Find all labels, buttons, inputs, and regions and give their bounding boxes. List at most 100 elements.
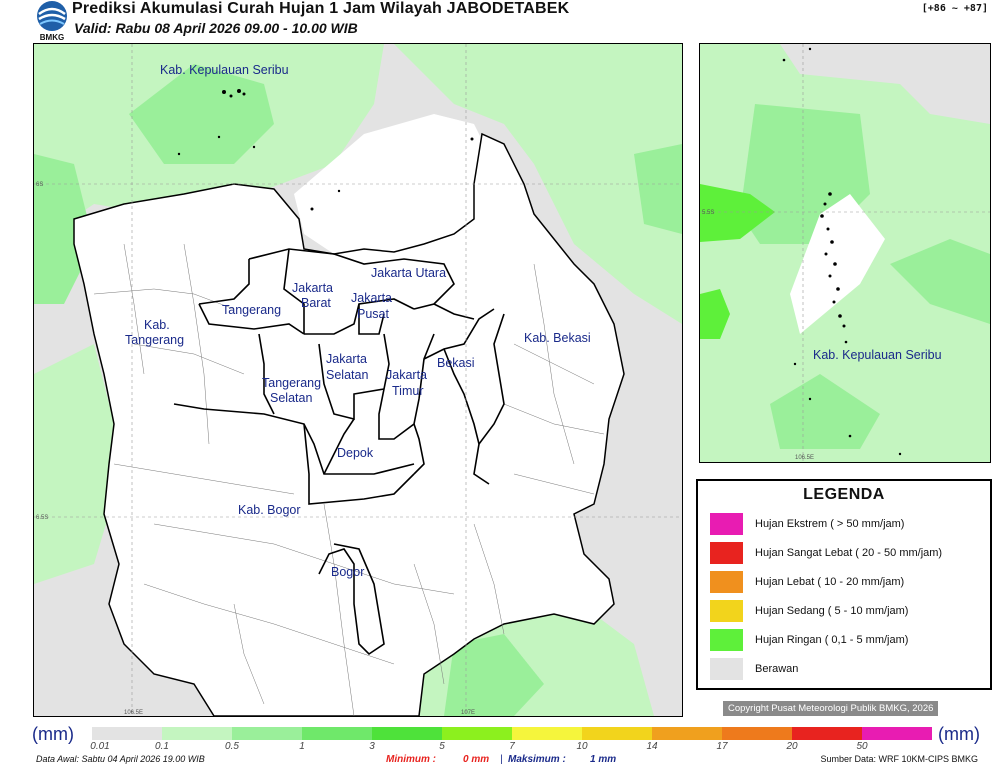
legend-label: Hujan Lebat ( 10 - 20 mm/jam) (755, 576, 905, 588)
label-depok: Depok (337, 446, 374, 460)
svg-text:Jakarta: Jakarta (351, 291, 392, 305)
data-awal: Data Awal: Sabtu 04 April 2026 19.00 WIB (36, 754, 205, 764)
svg-text:Bekasi: Bekasi (437, 356, 475, 370)
legend-label: Hujan Ringan ( 0,1 - 5 mm/jam) (755, 634, 909, 646)
svg-text:Kab.: Kab. (144, 318, 170, 332)
svg-text:Tangerang: Tangerang (125, 333, 184, 347)
legend-title: LEGENDA (803, 486, 885, 503)
svg-text:Jakarta: Jakarta (292, 281, 333, 295)
svg-text:Depok: Depok (337, 446, 374, 460)
rain-area-ringan (700, 289, 730, 339)
colorbar-label: 1 (299, 741, 305, 752)
colorbar-segment (302, 727, 372, 740)
colorbar-segment (92, 727, 162, 740)
svg-text:Jakarta Utara: Jakarta Utara (371, 266, 446, 280)
legend-swatch (710, 600, 743, 622)
graticule (700, 44, 990, 462)
colorbar-label: 0.5 (225, 741, 239, 752)
inset-label-kab-kepulauan-seribu: Kab. Kepulauan Seribu (813, 348, 942, 362)
label-tangerang-selatan-1: Tangerang (262, 376, 321, 390)
data-source: Sumber Data: WRF 10KM-CIPS BMKG (820, 754, 978, 764)
legend-swatch (710, 513, 743, 535)
legend-label: Hujan Ekstrem ( > 50 mm/jam) (755, 518, 905, 530)
colorbar-segment (792, 727, 862, 740)
rain-area-medium (890, 239, 990, 324)
minmax-separator: | (500, 754, 503, 765)
valid-period: Valid: Rabu 08 April 2026 09.00 - 10.00 … (74, 20, 358, 36)
svg-text:Tangerang: Tangerang (222, 303, 281, 317)
rain-area-medium (444, 634, 544, 716)
label-jakarta-pusat-1: Jakarta (351, 291, 392, 305)
legend-item-berawan: Berawan (710, 658, 798, 680)
colorbar-segment (652, 727, 722, 740)
label-jakarta-utara: Jakarta Utara (371, 266, 446, 280)
legend-item-sangat-lebat: Hujan Sangat Lebat ( 20 - 50 mm/jam) (710, 542, 942, 564)
colorbar-labels: 0.01 0.1 0.5 1 3 5 7 10 14 17 20 50 (90, 741, 932, 753)
colorbar-label: 0.1 (155, 741, 169, 752)
legend-label: Hujan Sedang ( 5 - 10 mm/jam) (755, 605, 909, 617)
clear-area (790, 194, 885, 334)
colorbar-segment (862, 727, 932, 740)
inset-lat-tick: 5.5S (702, 210, 714, 216)
label-jakarta-barat-2: Barat (301, 296, 331, 310)
colorbar-segment (722, 727, 792, 740)
admin-boundaries (173, 248, 505, 656)
colorbar-label: 0.01 (90, 741, 110, 752)
label-jakarta-barat-1: Jakarta (292, 281, 333, 295)
inset-map[interactable]: Kab. Kepulauan Seribu 5.5S 106.5E (699, 43, 991, 463)
legend-swatch (710, 571, 743, 593)
label-tangerang: Tangerang (222, 303, 281, 317)
label-jakarta-timur-1: Jakarta (386, 368, 427, 382)
rain-area-ringan (700, 184, 775, 242)
colorbar-segment (232, 727, 302, 740)
rain-area-medium (770, 374, 880, 449)
rain-area-light (394, 44, 682, 324)
label-kab-bekasi: Kab. Bekasi (524, 331, 591, 345)
colorbar-label: 5 (439, 741, 445, 752)
bmkg-logo-icon (37, 1, 67, 31)
colorbar-label: 17 (716, 741, 728, 752)
colorbar-label: 3 (369, 741, 375, 752)
rain-area-light (34, 344, 124, 584)
svg-text:Pusat: Pusat (357, 307, 389, 321)
islands (782, 47, 902, 456)
district-boundaries (93, 243, 605, 716)
maximum-label: Maksimum : (508, 754, 566, 765)
colorbar-segment (582, 727, 652, 740)
forecast-code: [+86 ~ +87] (921, 3, 988, 14)
colorbar-segment (512, 727, 582, 740)
main-map[interactable]: Kab. Kepulauan Seribu Jakarta Utara Jaka… (33, 43, 683, 717)
label-bekasi: Bekasi (437, 356, 475, 370)
svg-text:Jakarta: Jakarta (326, 352, 367, 366)
inset-lon-tick: 106.5E (795, 455, 814, 461)
svg-text:Kab. Bekasi: Kab. Bekasi (524, 331, 591, 345)
svg-text:Kab. Bogor: Kab. Bogor (238, 503, 301, 517)
legend-swatch (710, 629, 743, 651)
label-kab-tangerang-1: Kab. (144, 318, 170, 332)
colorbar-label: 10 (576, 741, 588, 752)
lat-tick-6-5s: 6.5S (36, 515, 48, 521)
colorbar-label: 7 (509, 741, 515, 752)
label-kab-bogor: Kab. Bogor (238, 503, 301, 517)
legend-item-sedang: Hujan Sedang ( 5 - 10 mm/jam) (710, 600, 908, 622)
colorbar-segment (372, 727, 442, 740)
svg-text:Selatan: Selatan (326, 368, 368, 382)
colorbar-segment (162, 727, 232, 740)
lon-tick-107e: 107E (461, 710, 475, 716)
svg-text:Barat: Barat (301, 296, 331, 310)
legend: LEGENDA Hujan Ekstrem ( > 50 mm/jam) Huj… (696, 479, 992, 690)
label-bogor: Bogor (331, 565, 364, 579)
graticule (34, 44, 682, 716)
svg-text:Selatan: Selatan (270, 391, 312, 405)
colorbar-label: 50 (856, 741, 868, 752)
label-jakarta-selatan-2: Selatan (326, 368, 368, 382)
bmkg-logo: BMKG (34, 0, 70, 42)
legend-item-ekstrem: Hujan Ekstrem ( > 50 mm/jam) (710, 513, 904, 535)
legend-item-lebat: Hujan Lebat ( 10 - 20 mm/jam) (710, 571, 904, 593)
colorbar-label: 14 (646, 741, 658, 752)
copyright-notice: Copyright Pusat Meteorologi Publik BMKG,… (723, 701, 939, 716)
rain-area-medium (129, 64, 274, 164)
logo-text: BMKG (39, 33, 65, 42)
label-kab-tangerang-2: Tangerang (125, 333, 184, 347)
svg-text:Timur: Timur (392, 384, 423, 398)
